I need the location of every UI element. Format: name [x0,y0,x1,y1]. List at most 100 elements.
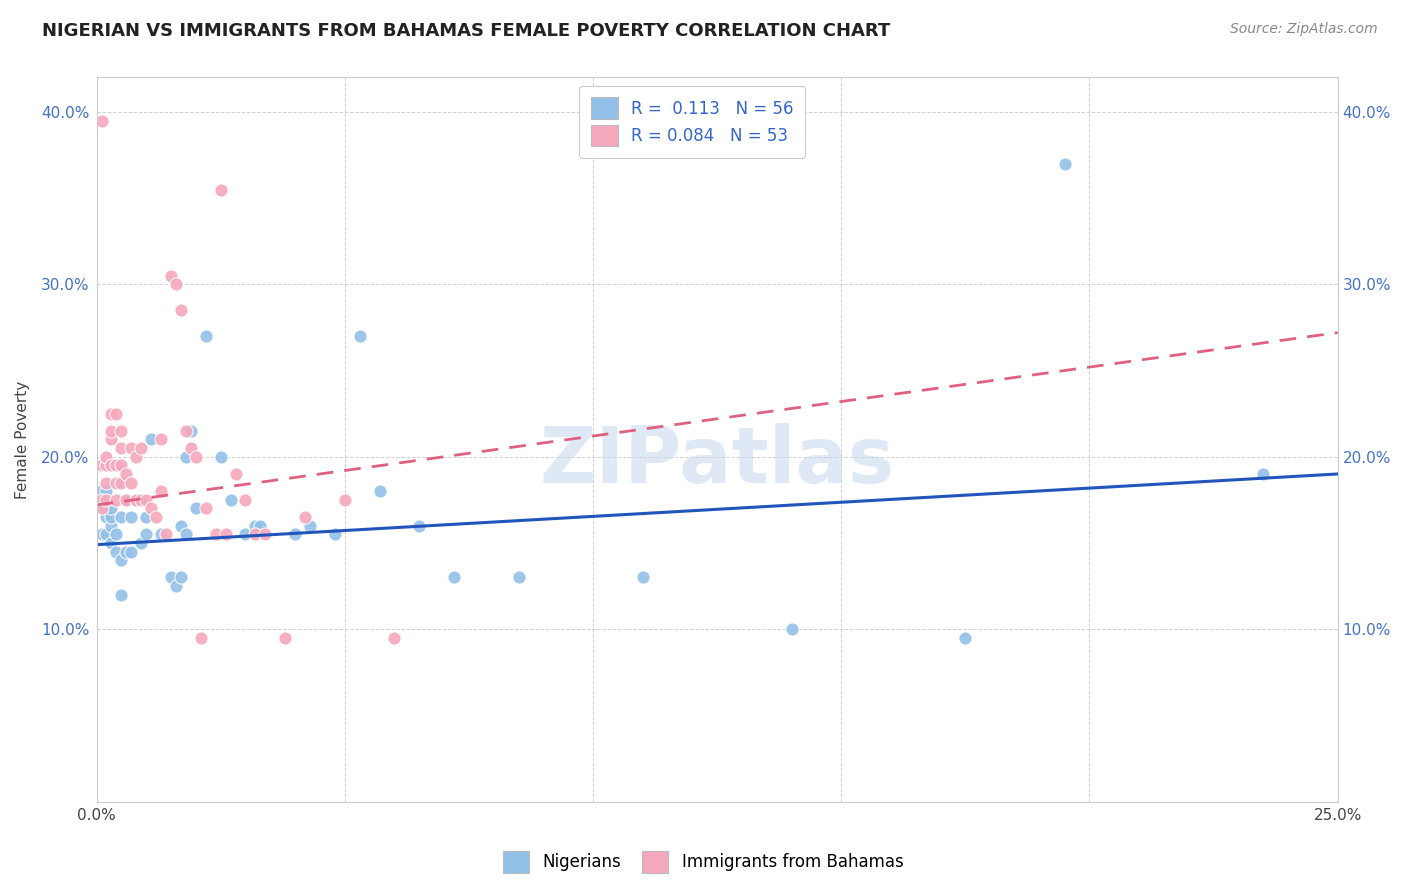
Point [174,527,197,541]
Point [96,527,118,541]
Point [170,303,193,318]
Point [105,407,128,421]
Point [120,475,142,490]
Point [125,492,148,507]
Point [174,424,197,438]
Point [96,492,118,507]
Point [245,518,267,533]
Point [254,527,277,541]
Point [105,458,128,473]
Point [155,527,177,541]
Point [135,527,157,541]
Text: Source: ZipAtlas.com: Source: ZipAtlas.com [1230,22,1378,37]
Point [955,631,977,645]
Point [1251,467,1274,481]
Point [184,450,207,464]
Point [110,458,132,473]
Point [105,492,128,507]
Point [780,622,803,636]
Point [110,588,132,602]
Point [150,433,173,447]
Point [150,527,173,541]
Point [135,492,157,507]
Point [90,484,112,499]
Point [145,510,167,524]
Point [110,441,132,455]
Legend: R =  0.113   N = 56, R = 0.084   N = 53: R = 0.113 N = 56, R = 0.084 N = 53 [579,86,806,158]
Point [100,458,122,473]
Point [96,475,118,490]
Point [125,492,148,507]
Point [150,484,173,499]
Point [235,492,257,507]
Point [129,492,152,507]
Point [100,501,122,516]
Point [115,492,138,507]
Point [105,475,128,490]
Point [105,527,128,541]
Point [298,518,321,533]
Point [209,450,232,464]
Point [129,441,152,455]
Point [105,544,128,558]
Point [115,467,138,481]
Point [141,433,163,447]
Point [245,527,267,541]
Point [284,527,307,541]
Point [180,424,202,438]
Point [204,527,226,541]
Point [129,492,152,507]
Point [90,458,112,473]
Point [110,510,132,524]
Y-axis label: Female Poverty: Female Poverty [15,380,30,499]
Point [120,441,142,455]
Point [165,277,187,292]
Point [194,329,217,343]
Point [349,329,371,343]
Legend: Nigerians, Immigrants from Bahamas: Nigerians, Immigrants from Bahamas [496,845,910,880]
Point [96,484,118,499]
Point [90,492,112,507]
Point [508,570,530,584]
Point [125,450,148,464]
Point [190,631,212,645]
Point [96,510,118,524]
Point [184,501,207,516]
Point [120,544,142,558]
Point [174,450,197,464]
Point [100,433,122,447]
Point [170,570,193,584]
Point [194,501,217,516]
Point [96,492,118,507]
Point [631,570,654,584]
Point [105,458,128,473]
Point [1053,156,1076,170]
Point [408,518,430,533]
Point [110,424,132,438]
Point [274,631,297,645]
Point [165,579,187,593]
Point [135,510,157,524]
Point [141,501,163,516]
Point [443,570,465,584]
Point [209,182,232,196]
Point [214,527,236,541]
Point [249,518,271,533]
Point [90,527,112,541]
Point [368,484,391,499]
Point [100,407,122,421]
Point [180,441,202,455]
Point [235,527,257,541]
Point [96,450,118,464]
Point [120,510,142,524]
Text: NIGERIAN VS IMMIGRANTS FROM BAHAMAS FEMALE POVERTY CORRELATION CHART: NIGERIAN VS IMMIGRANTS FROM BAHAMAS FEMA… [42,22,890,40]
Point [333,492,356,507]
Point [100,536,122,550]
Point [100,518,122,533]
Point [96,458,118,473]
Point [170,518,193,533]
Point [160,570,183,584]
Point [160,268,183,283]
Point [219,492,242,507]
Point [323,527,346,541]
